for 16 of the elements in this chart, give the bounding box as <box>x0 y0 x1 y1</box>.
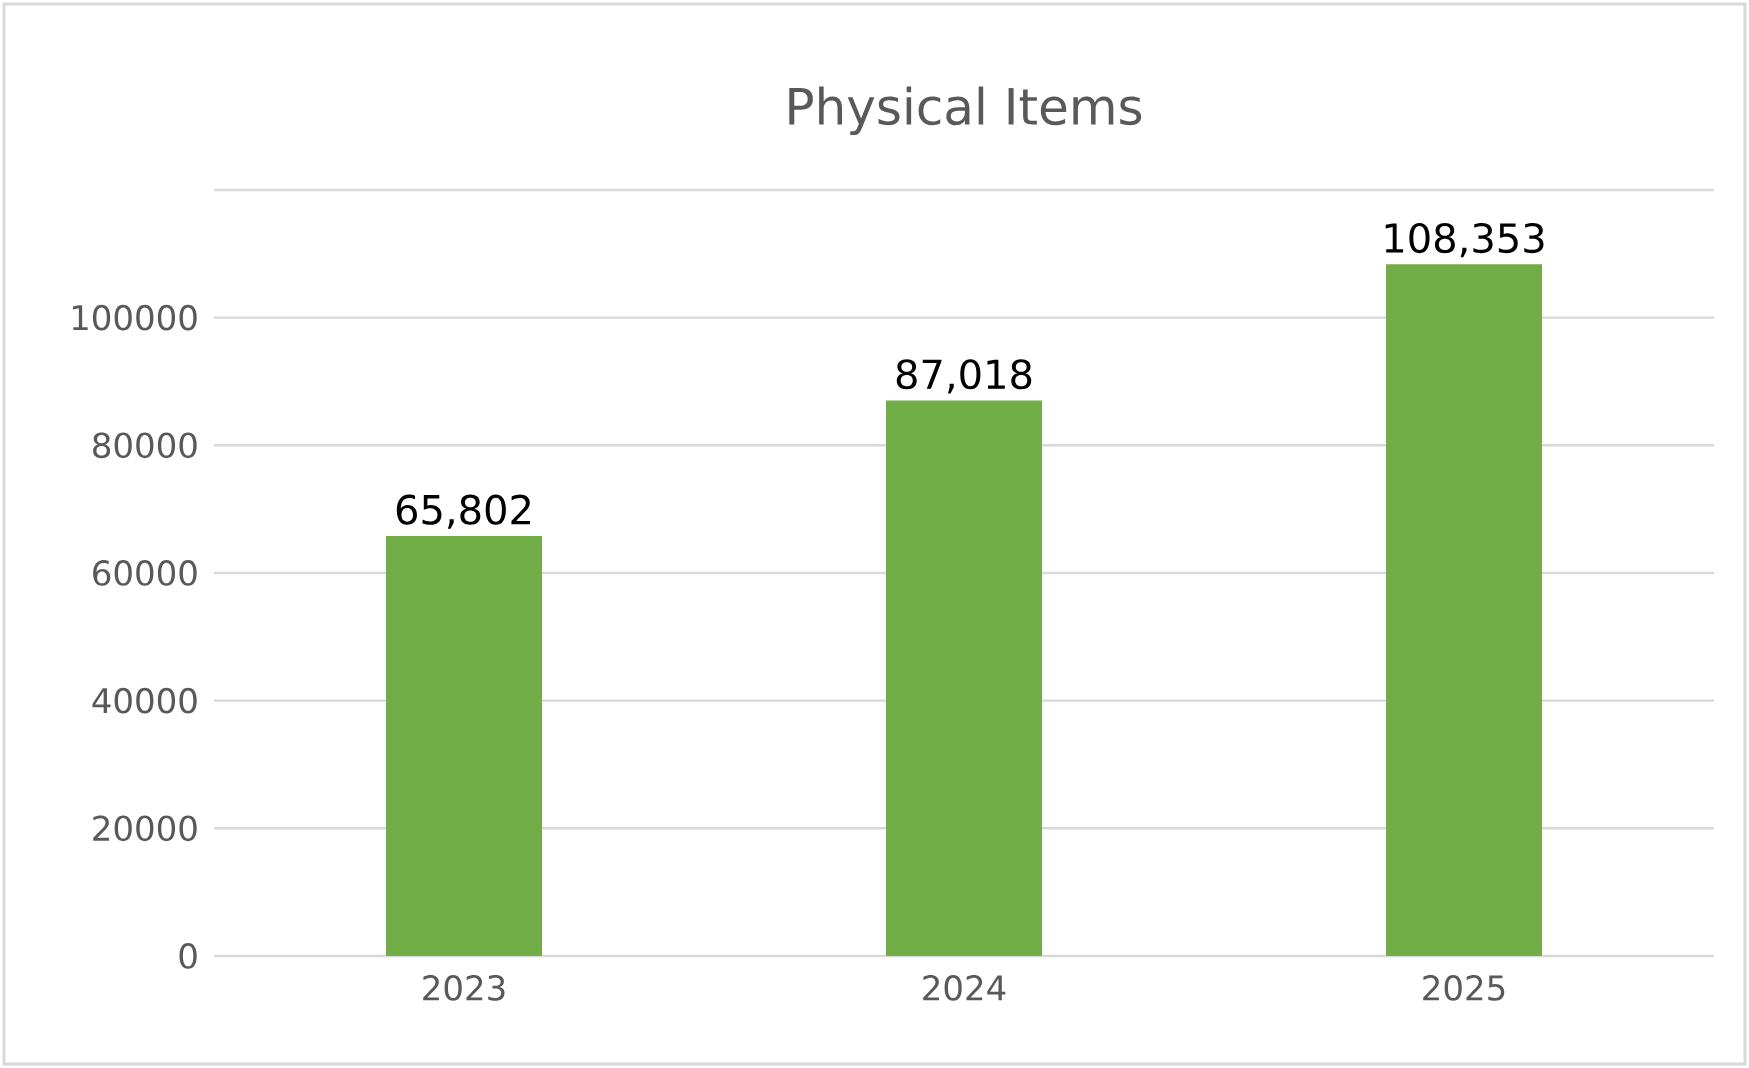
y-tick-label: 40000 <box>92 687 197 714</box>
y-tick-label: 80000 <box>93 432 197 459</box>
x-tick-label: 2023 <box>423 975 505 1001</box>
y-tick-label: 0 <box>179 943 197 969</box>
x-tick-label: 2024 <box>923 975 1006 1001</box>
y-tick-label: 20000 <box>93 815 197 842</box>
y-tick-label: 100000 <box>72 304 197 331</box>
data-label: 108,353 <box>1385 222 1544 258</box>
bar <box>1386 264 1543 956</box>
data-label: 65,802 <box>396 494 530 529</box>
x-tick-label: 2025 <box>1423 975 1505 1001</box>
y-tick-label: 60000 <box>93 560 197 586</box>
chart-title: Physical Items <box>789 86 1142 135</box>
bar <box>886 400 1043 956</box>
data-label: 87,018 <box>896 359 1032 394</box>
bar <box>386 535 543 956</box>
